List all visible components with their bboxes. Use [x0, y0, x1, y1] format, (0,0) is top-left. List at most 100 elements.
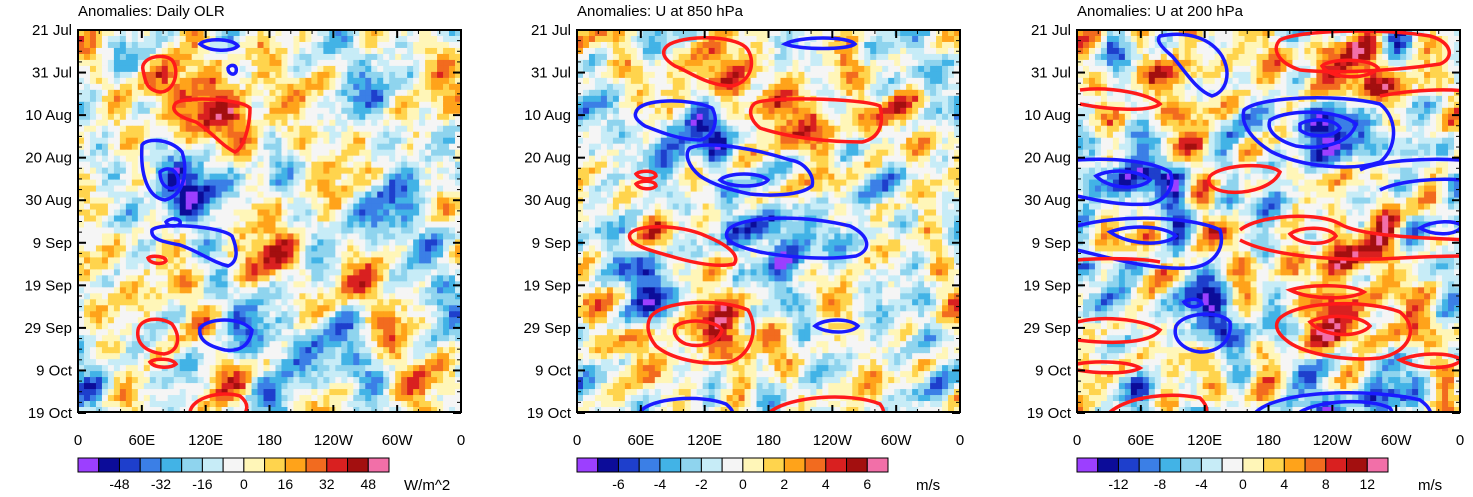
heatmap-cell — [455, 305, 461, 312]
heatmap-cell — [203, 347, 211, 354]
heatmap-cell — [125, 30, 133, 37]
heatmap-cell — [227, 311, 235, 318]
heatmap-cell — [299, 47, 306, 55]
heatmap-cell — [395, 233, 402, 241]
heatmap-cell — [287, 317, 295, 324]
heatmap-cell — [78, 359, 85, 366]
heatmap-cell — [107, 287, 115, 294]
heatmap-cell — [245, 359, 253, 366]
heatmap-cell — [377, 167, 384, 175]
heatmap-cell — [78, 191, 85, 199]
heatmap-cell — [215, 311, 223, 318]
heatmap-cell — [209, 125, 217, 133]
heatmap-cell — [269, 347, 277, 354]
heatmap-cell — [395, 353, 402, 360]
heatmap-cell — [419, 191, 426, 199]
heatmap-cell — [720, 30, 728, 37]
heatmap-cell — [167, 407, 175, 412]
heatmap-cell — [263, 137, 271, 145]
heatmap-cell — [323, 191, 330, 199]
heatmap-cell — [233, 101, 241, 109]
heatmap-cell — [275, 209, 283, 217]
heatmap-cell — [600, 53, 608, 61]
heatmap-cell — [149, 197, 157, 205]
heatmap-cell — [227, 101, 235, 109]
heatmap-cell — [347, 197, 354, 205]
heatmap-cell — [353, 95, 360, 103]
heatmap-cell — [720, 71, 728, 79]
heatmap-cell — [95, 353, 103, 360]
heatmap-cell — [335, 335, 342, 342]
heatmap-cell — [720, 53, 728, 61]
heatmap-cell — [425, 401, 432, 408]
heatmap-cell — [437, 287, 444, 294]
heatmap-cell — [311, 239, 318, 247]
heatmap-cell — [756, 30, 764, 37]
heatmap-cell — [792, 30, 800, 37]
heatmap-cell — [149, 47, 157, 55]
heatmap-cell — [83, 101, 91, 109]
heatmap-cell — [257, 389, 265, 396]
heatmap-cell — [131, 245, 139, 253]
heatmap-cell — [353, 107, 360, 115]
heatmap-cell — [455, 137, 461, 145]
heatmap-cell — [149, 167, 157, 175]
heatmap-cell — [287, 221, 295, 229]
heatmap-cell — [371, 101, 378, 109]
heatmap-cell — [257, 143, 265, 151]
heatmap-cell — [239, 353, 247, 360]
heatmap-cell — [732, 83, 740, 91]
heatmap-cell — [684, 59, 692, 67]
heatmap-cell — [347, 317, 354, 324]
heatmap-cell — [648, 35, 656, 43]
heatmap-cell — [233, 221, 241, 229]
heatmap-cell — [930, 47, 937, 55]
heatmap-cell — [305, 125, 312, 133]
heatmap-cell — [245, 95, 253, 103]
heatmap-cell — [245, 83, 253, 91]
heatmap-cell — [275, 299, 283, 306]
heatmap-cell — [305, 275, 312, 282]
heatmap-cell — [281, 245, 289, 253]
heatmap-cell — [143, 59, 151, 67]
heatmap-cell — [161, 341, 169, 348]
heatmap-cell — [78, 161, 85, 169]
heatmap-cell — [245, 395, 253, 402]
heatmap-cell — [251, 287, 259, 294]
heatmap-cell — [443, 245, 450, 253]
heatmap-cell — [455, 209, 461, 217]
heatmap-cell — [125, 239, 133, 247]
heatmap-cell — [455, 125, 461, 133]
heatmap-cell — [215, 173, 223, 181]
heatmap-cell — [179, 305, 187, 312]
heatmap-cell — [233, 30, 241, 37]
heatmap-cell — [89, 293, 97, 300]
heatmap-cell — [89, 83, 97, 91]
heatmap-cell — [299, 389, 306, 396]
heatmap-cell — [185, 275, 193, 282]
heatmap-cell — [323, 113, 330, 121]
heatmap-cell — [365, 281, 372, 288]
heatmap-cell — [287, 173, 295, 181]
heatmap-cell — [83, 329, 91, 336]
heatmap-cell — [401, 305, 408, 312]
heatmap-cell — [155, 251, 163, 258]
heatmap-cell — [245, 389, 253, 396]
heatmap-cell — [119, 389, 127, 396]
heatmap-cell — [287, 59, 295, 67]
heatmap-cell — [437, 395, 444, 402]
heatmap-cell — [287, 275, 295, 282]
heatmap-cell — [161, 281, 169, 288]
heatmap-cell — [149, 395, 157, 402]
heatmap-cell — [329, 275, 336, 282]
heatmap-cell — [341, 77, 348, 85]
heatmap-cell — [948, 47, 955, 55]
heatmap-cell — [449, 407, 456, 412]
heatmap-cell — [155, 389, 163, 396]
heatmap-cell — [83, 179, 91, 187]
heatmap-cell — [107, 395, 115, 402]
heatmap-cell — [245, 209, 253, 217]
heatmap-cell — [437, 407, 444, 412]
heatmap-cell — [281, 311, 289, 318]
heatmap-cell — [101, 293, 109, 300]
